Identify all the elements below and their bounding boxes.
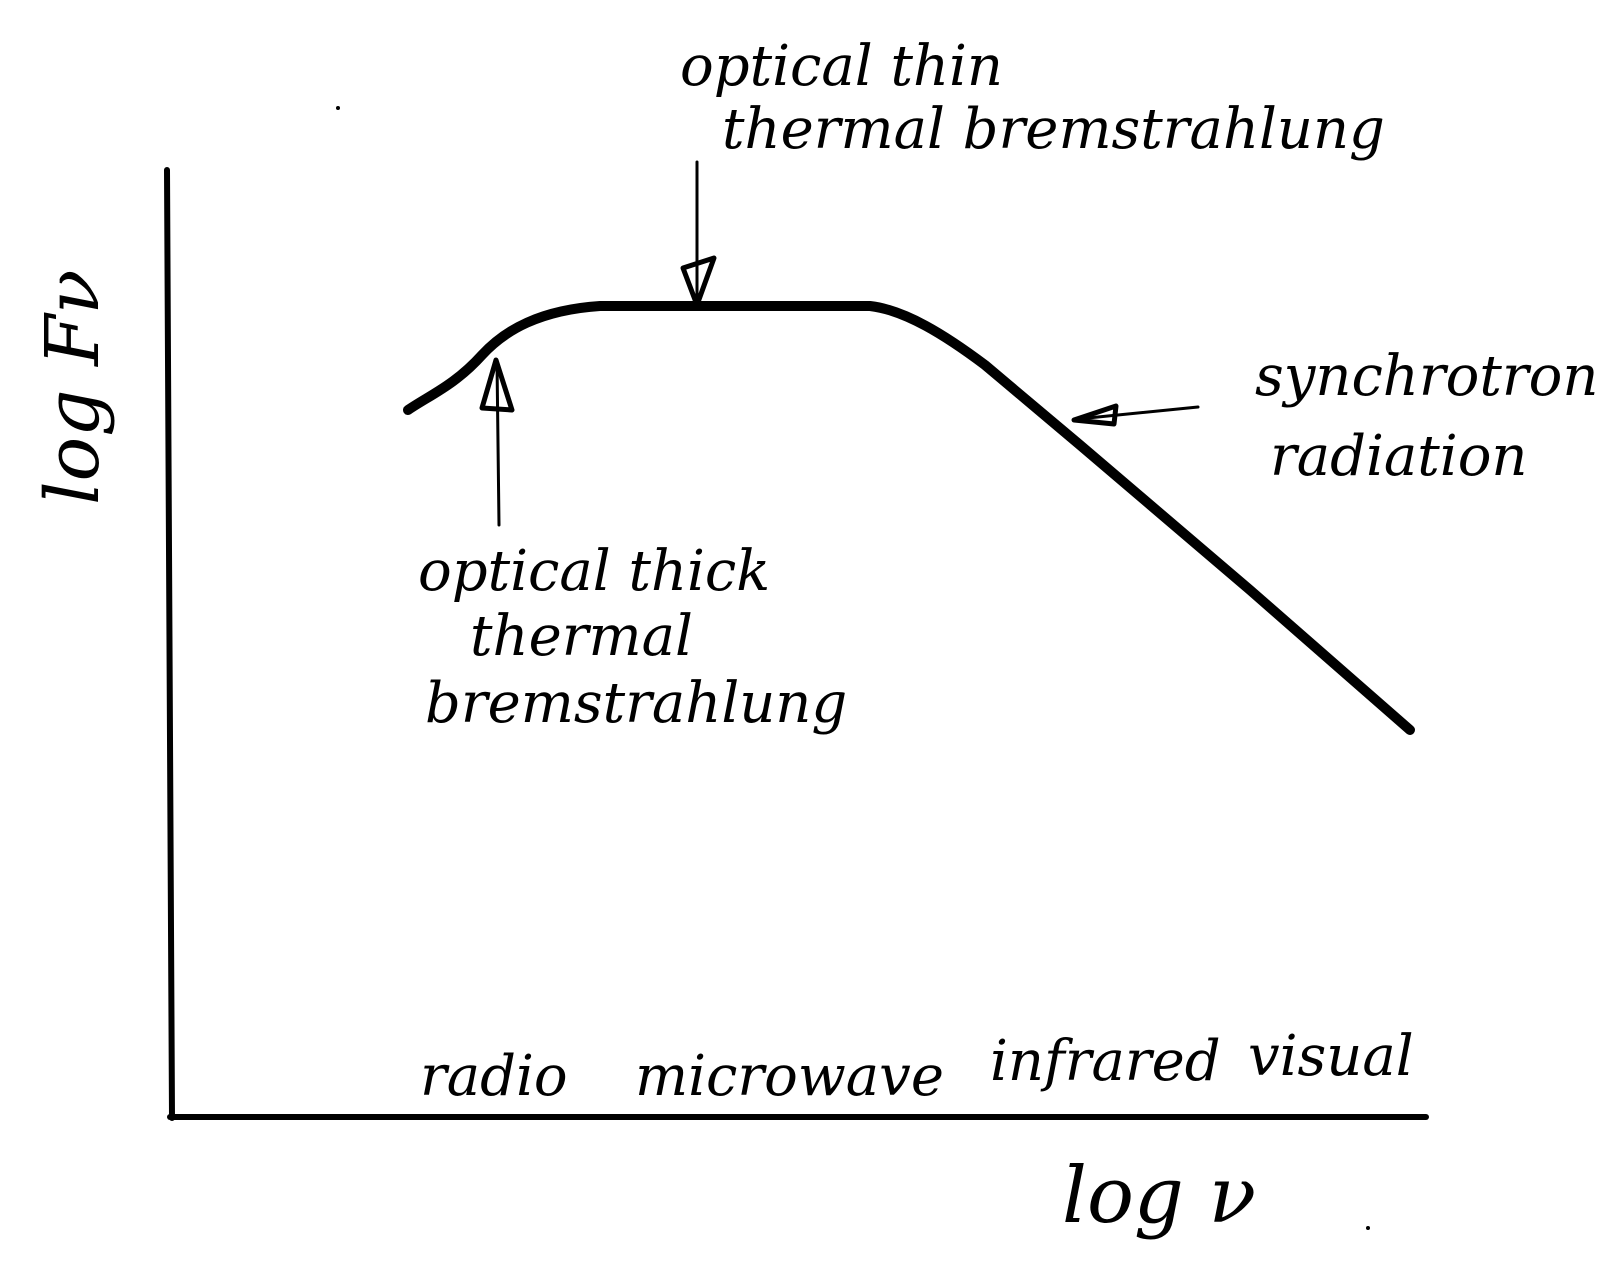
y-axis-label: log Fν [30, 270, 116, 505]
y-axis [164, 167, 175, 1121]
arrow-optical-thin [680, 160, 717, 308]
label-synchrotron-2: radiation [1270, 424, 1528, 489]
label-optical-thin-2: thermal bremstrahlung [722, 97, 1385, 162]
label-optical-thick-1: optical thick [418, 539, 770, 604]
label-synchrotron-1: synchrotron [1255, 344, 1598, 409]
band-infrared: infrared [990, 1029, 1221, 1094]
band-microwave: microwave [635, 1044, 944, 1109]
arrow-optical-thick [479, 357, 515, 527]
ink-speck [336, 106, 340, 110]
band-radio: radio [420, 1044, 568, 1109]
spectrum-curve [403, 301, 1415, 735]
arrow-synchrotron [1071, 403, 1200, 427]
label-optical-thick-3: bremstrahlung [425, 671, 847, 736]
x-axis-label: log ν [1062, 1151, 1256, 1241]
label-optical-thick-2: thermal [470, 604, 693, 669]
ink-speck [1366, 1226, 1370, 1230]
band-visual: visual [1248, 1024, 1414, 1089]
label-optical-thin-1: optical thin [680, 34, 1003, 99]
